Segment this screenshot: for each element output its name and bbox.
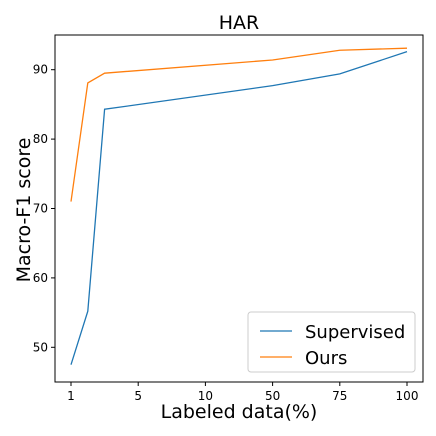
y-tick-label: 80 [33, 132, 48, 146]
y-tick-label: 60 [33, 271, 48, 285]
legend-label-ours: Ours [305, 348, 347, 369]
series-line-supervised [70, 51, 408, 365]
y-axis-title: Macro-F1 score [13, 138, 35, 283]
x-tick-label: 10 [198, 389, 213, 403]
x-tick-label: 50 [265, 389, 280, 403]
x-axis-title: Labeled data(%) [161, 401, 318, 423]
axis-ticks: 1 5 10 50 75 100 50 60 70 80 90 [33, 63, 419, 403]
x-tick-label: 5 [134, 389, 142, 403]
y-tick-label: 50 [33, 340, 48, 354]
x-tick-label: 1 [67, 389, 75, 403]
y-tick-label: 90 [33, 63, 48, 77]
chart-title: HAR [219, 12, 260, 34]
legend: Supervised Ours [247, 311, 416, 373]
x-tick-label: 100 [396, 389, 419, 403]
plot-area [70, 47, 408, 365]
legend-label-supervised: Supervised [305, 322, 405, 343]
series-line-ours [70, 47, 408, 202]
x-tick-label: 75 [332, 389, 347, 403]
y-tick-label: 70 [33, 202, 48, 216]
